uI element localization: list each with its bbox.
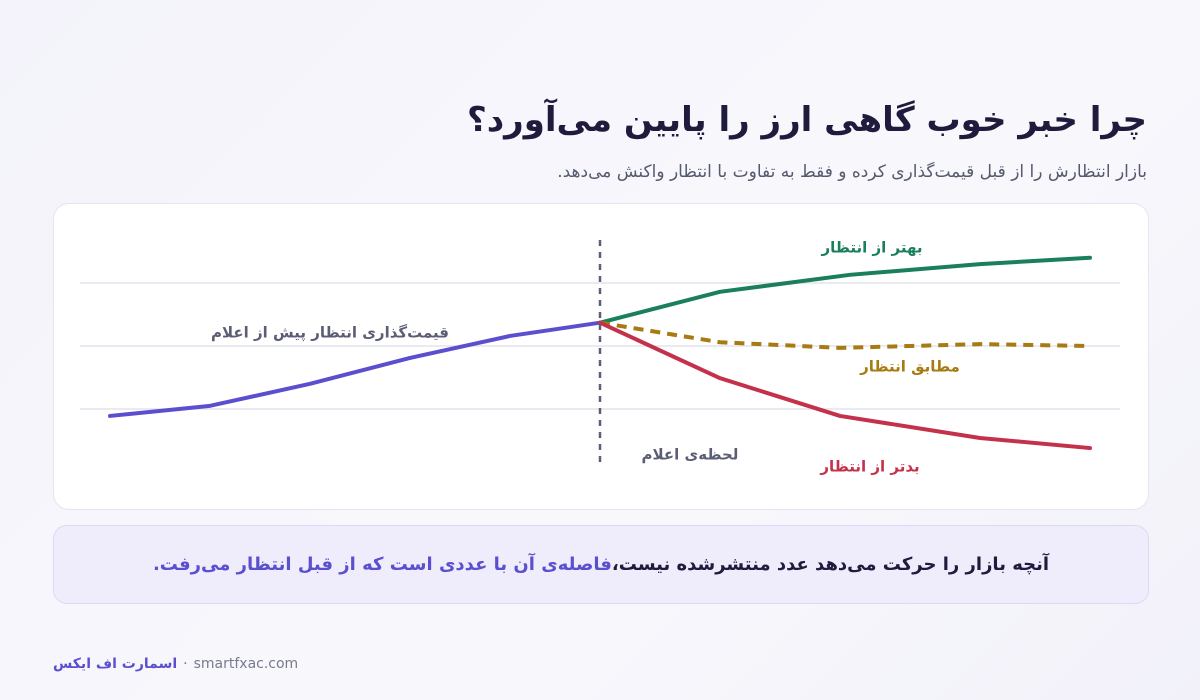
title: چرا خبر خوب گاهی ارز را پایین می‌آورد؟: [467, 100, 1147, 140]
callout: آنچه بازار را حرکت می‌دهد عدد منتشرشده ن…: [53, 525, 1149, 604]
series-label: بهتر از انتظار: [821, 239, 923, 257]
footer-separator: ·: [183, 656, 188, 672]
announcement-label: لحظه‌ی اعلام: [642, 446, 739, 464]
subtitle: بازار انتظارش را از قبل قیمت‌گذاری کرده …: [557, 162, 1147, 182]
series-line: [599, 320, 1091, 350]
series-line: [598, 255, 1092, 325]
footer: اسمارت اف ایکس · smartfxac.com: [53, 656, 298, 672]
series-label: قیمت‌گذاری انتظار پیش از اعلام: [211, 324, 449, 343]
series-label: مطابق انتظار: [859, 358, 960, 376]
callout-highlight: فاصله‌ی آن با عددی است که از قبل انتظار …: [152, 554, 612, 575]
series-line: [598, 320, 1092, 451]
footer-url: smartfxac.com: [193, 656, 299, 672]
series-line: [108, 320, 602, 418]
series-label: بدتر از انتظار: [819, 458, 919, 476]
callout-text: آنچه بازار را حرکت می‌دهد عدد منتشرشده ن…: [611, 554, 1050, 575]
footer-brand: اسمارت اف ایکس: [53, 656, 178, 672]
